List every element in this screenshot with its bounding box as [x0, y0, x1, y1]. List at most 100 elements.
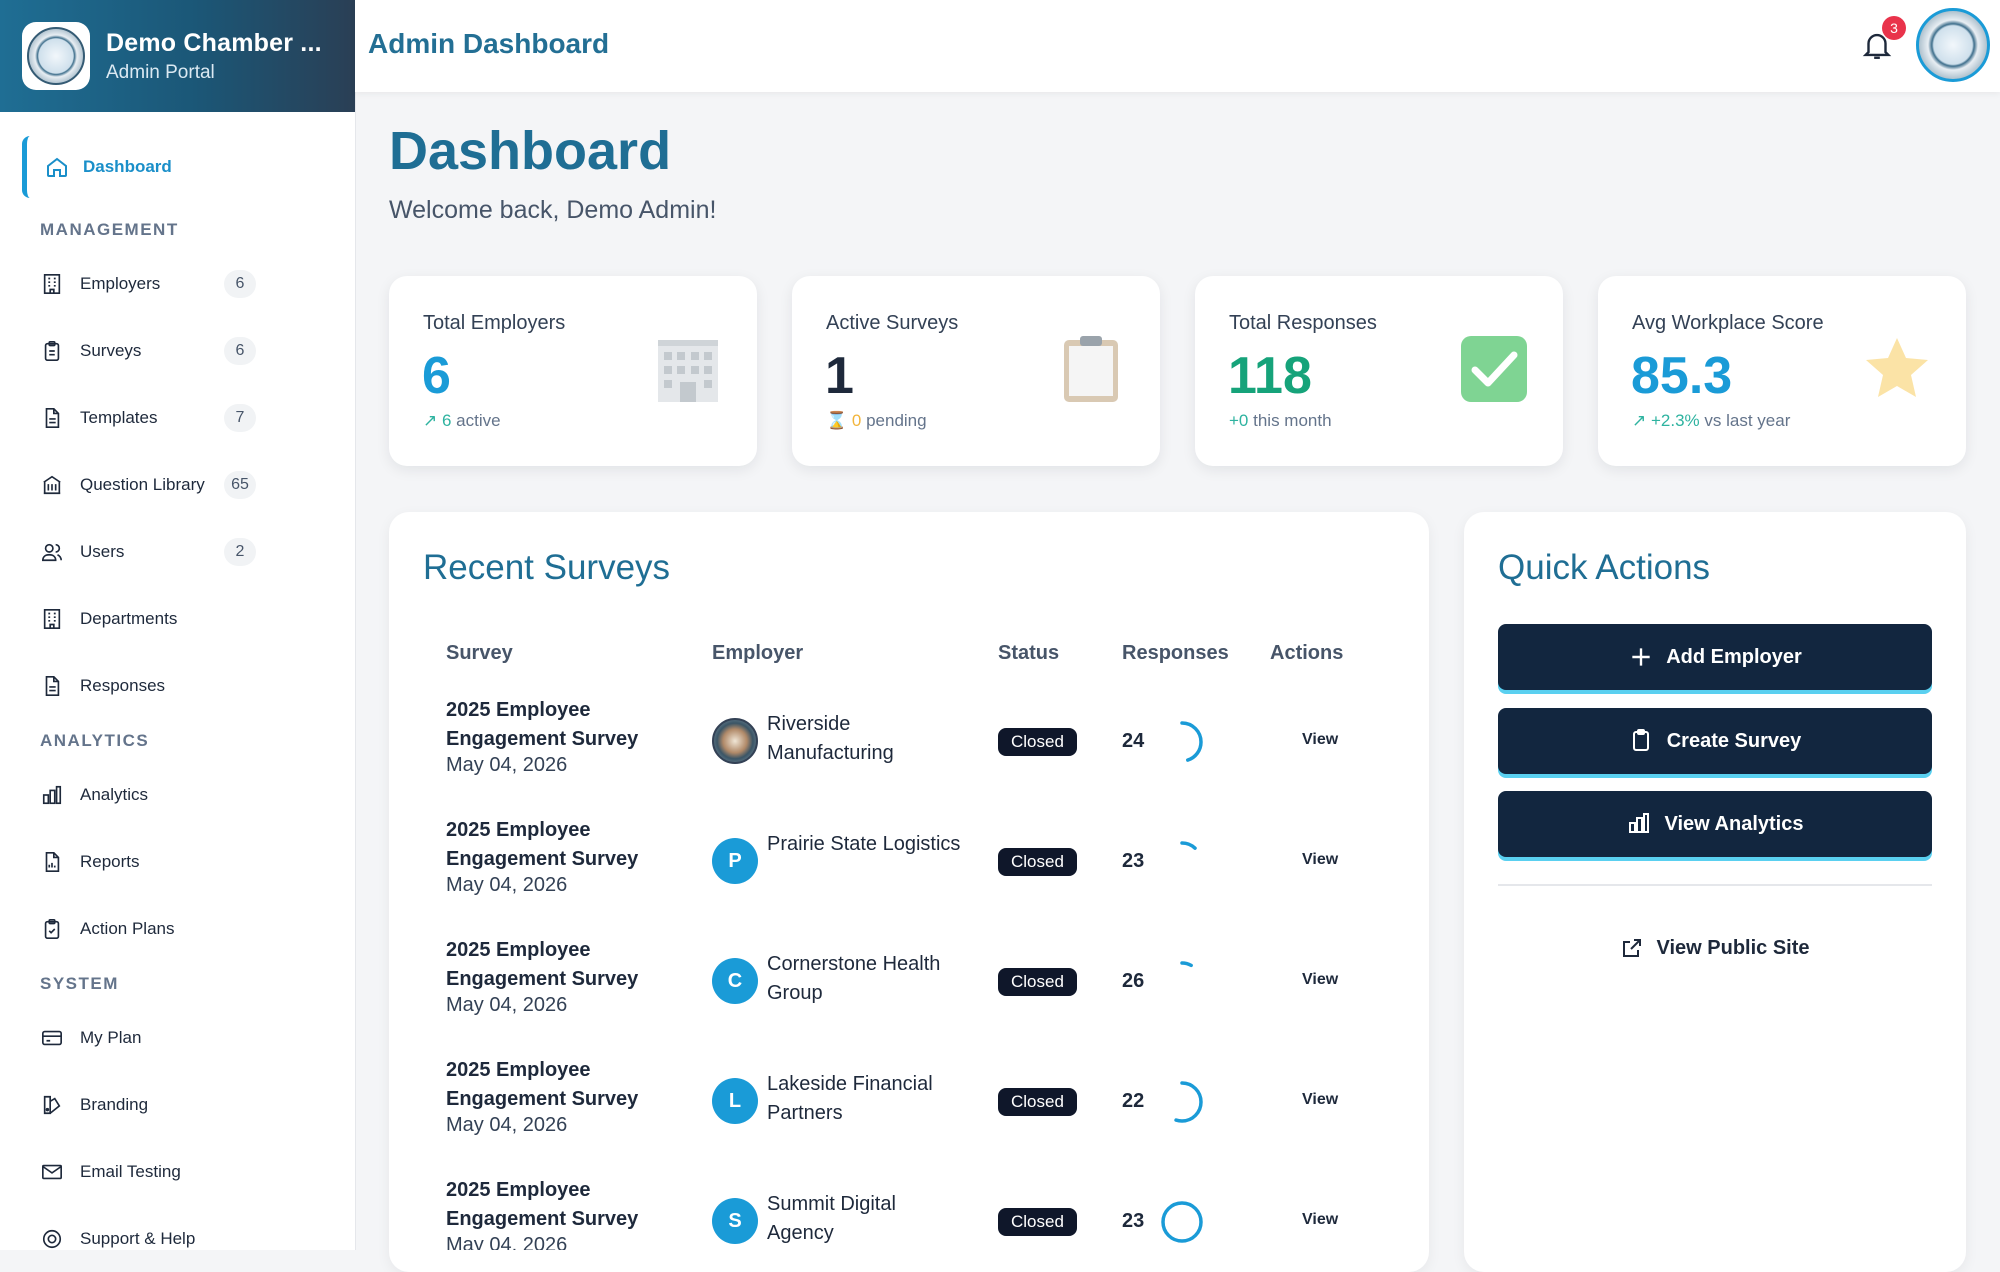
- sidebar-item-label: Users: [80, 541, 125, 561]
- welcome-message: Welcome back, Demo Admin!: [389, 196, 717, 224]
- count-badge: 6: [224, 336, 256, 365]
- stat-card-total-responses: Total Responses 118 +0 this month: [1195, 276, 1563, 466]
- employer-avatar: L: [712, 1078, 758, 1124]
- progress-ring: [1161, 721, 1203, 763]
- view-analytics-button[interactable]: View Analytics: [1498, 791, 1932, 857]
- stat-value: 118: [1228, 347, 1312, 405]
- clipboard-icon: [1056, 334, 1126, 404]
- stat-footer-text: active: [451, 411, 501, 430]
- sidebar-nav: Dashboard MANAGEMENT Employers 6 Surveys…: [0, 112, 355, 1250]
- progress-arc: [1161, 1201, 1203, 1243]
- users-icon: [40, 540, 64, 564]
- credit-card-icon: [40, 1026, 64, 1050]
- view-button[interactable]: View: [1302, 971, 1339, 988]
- avatar[interactable]: [1916, 8, 1990, 82]
- count-badge: 2: [224, 537, 256, 566]
- external-link-icon: [1620, 936, 1644, 960]
- count-badge: 65: [224, 470, 256, 499]
- progress-ring: [1161, 1201, 1203, 1243]
- survey-date: May 04, 2026: [446, 1114, 568, 1136]
- stat-footer: ⌛ 0 pending: [826, 411, 927, 431]
- sidebar-item-templates[interactable]: Templates 7: [0, 384, 355, 451]
- stat-footer: ↗ +2.3% vs last year: [1632, 411, 1790, 431]
- sidebar-item-label: Support & Help: [80, 1228, 196, 1248]
- sidebar-item-label: Reports: [80, 851, 140, 871]
- view-public-site-link[interactable]: View Public Site: [1498, 930, 1932, 966]
- survey-date: May 04, 2026: [446, 1234, 568, 1250]
- page-title: Dashboard: [389, 121, 672, 181]
- sidebar-item-question-library[interactable]: Question Library 65: [0, 451, 355, 518]
- document-icon: [40, 406, 64, 430]
- brand-header[interactable]: Demo Chamber ... Admin Portal: [0, 0, 355, 112]
- status-badge: Closed: [998, 848, 1077, 876]
- table-row: 2025 Employee Engagement Survey May 04, …: [389, 926, 1399, 1046]
- sidebar-item-reports[interactable]: Reports: [0, 828, 355, 895]
- status-badge: Closed: [998, 1088, 1077, 1116]
- office-building-icon: [653, 334, 723, 404]
- response-count: 22: [1122, 1090, 1145, 1112]
- view-button[interactable]: View: [1302, 1091, 1339, 1108]
- sidebar-item-email-testing[interactable]: Email Testing: [0, 1138, 355, 1205]
- sidebar-item-my-plan[interactable]: My Plan: [0, 1004, 355, 1071]
- sidebar-item-responses[interactable]: Responses: [0, 652, 355, 719]
- survey-name: 2025 Employee Engagement Survey: [446, 699, 639, 750]
- view-button[interactable]: View: [1302, 731, 1339, 748]
- plus-icon: [1628, 644, 1654, 670]
- star-icon: [1862, 334, 1932, 404]
- employer-name: Summit Digital Agency: [767, 1193, 896, 1244]
- employer-name: Riverside Manufacturing: [767, 713, 894, 764]
- sidebar-item-action-plans[interactable]: Action Plans: [0, 895, 355, 962]
- sidebar-item-label: Responses: [80, 675, 166, 695]
- sidebar-item-users[interactable]: Users 2: [0, 518, 355, 585]
- clipboard-check-icon: [40, 917, 64, 941]
- trend-up-icon: ↗: [1632, 411, 1651, 430]
- clipboard-icon: [40, 339, 64, 363]
- sidebar-item-label: Surveys: [80, 340, 142, 360]
- brand-subtitle: Admin Portal: [106, 61, 215, 83]
- column-header-status: Status: [998, 642, 1060, 664]
- sidebar-item-employers[interactable]: Employers 6: [0, 250, 355, 317]
- bell-icon[interactable]: [1860, 28, 1894, 62]
- employer-name: Cornerstone Health Group: [767, 953, 941, 1004]
- response-count: 26: [1122, 970, 1145, 992]
- bar-chart-icon: [1627, 811, 1653, 837]
- view-button[interactable]: View: [1302, 1211, 1339, 1228]
- sidebar-item-label: Departments: [80, 608, 178, 628]
- stat-label: Avg Workplace Score: [1632, 312, 1824, 334]
- stat-label: Active Surveys: [826, 312, 959, 334]
- sidebar-item-branding[interactable]: Branding: [0, 1071, 355, 1138]
- table-row: 2025 Employee Engagement Survey May 04, …: [389, 806, 1399, 926]
- employer-avatar: P: [712, 838, 758, 884]
- mail-icon: [40, 1160, 64, 1184]
- stat-footer-value: +0: [1229, 411, 1249, 430]
- sidebar-item-departments[interactable]: Departments: [0, 585, 355, 652]
- sidebar-item-label: My Plan: [80, 1027, 142, 1047]
- sidebar-item-dashboard[interactable]: Dashboard: [22, 136, 337, 198]
- employer-name: Lakeside Financial Partners: [767, 1073, 933, 1124]
- clipboard-icon: [1629, 728, 1655, 754]
- palette-icon: [40, 1093, 64, 1117]
- column-header-survey: Survey: [446, 642, 513, 664]
- stat-card-active-surveys: Active Surveys 1 ⌛ 0 pending: [792, 276, 1160, 466]
- progress-ring: [1161, 961, 1203, 1003]
- employer-avatar: S: [712, 1198, 758, 1244]
- survey-name: 2025 Employee Engagement Survey: [446, 1179, 639, 1230]
- panel-title: Recent Surveys: [423, 548, 671, 587]
- sidebar: Demo Chamber ... Admin Portal Dashboard …: [0, 0, 356, 1250]
- recent-surveys-panel: Recent Surveys: [389, 512, 1429, 1272]
- sidebar-item-analytics[interactable]: Analytics: [0, 761, 355, 828]
- sidebar-item-surveys[interactable]: Surveys 6: [0, 317, 355, 384]
- response-count: 23: [1122, 850, 1145, 872]
- progress-arc: [1161, 721, 1203, 763]
- column-header-employer: Employer: [712, 642, 804, 664]
- stat-value: 1: [825, 347, 854, 405]
- table-row: 2025 Employee Engagement Survey May 04, …: [389, 1046, 1399, 1166]
- create-survey-button[interactable]: Create Survey: [1498, 708, 1932, 774]
- sidebar-item-label: Employers: [80, 273, 161, 293]
- section-system: SYSTEM: [40, 974, 119, 993]
- stat-value: 85.3: [1631, 347, 1733, 405]
- add-employer-button[interactable]: Add Employer: [1498, 624, 1932, 690]
- view-button[interactable]: View: [1302, 851, 1339, 868]
- sidebar-item-support[interactable]: Support & Help: [0, 1205, 355, 1250]
- stat-footer-text: this month: [1248, 411, 1332, 430]
